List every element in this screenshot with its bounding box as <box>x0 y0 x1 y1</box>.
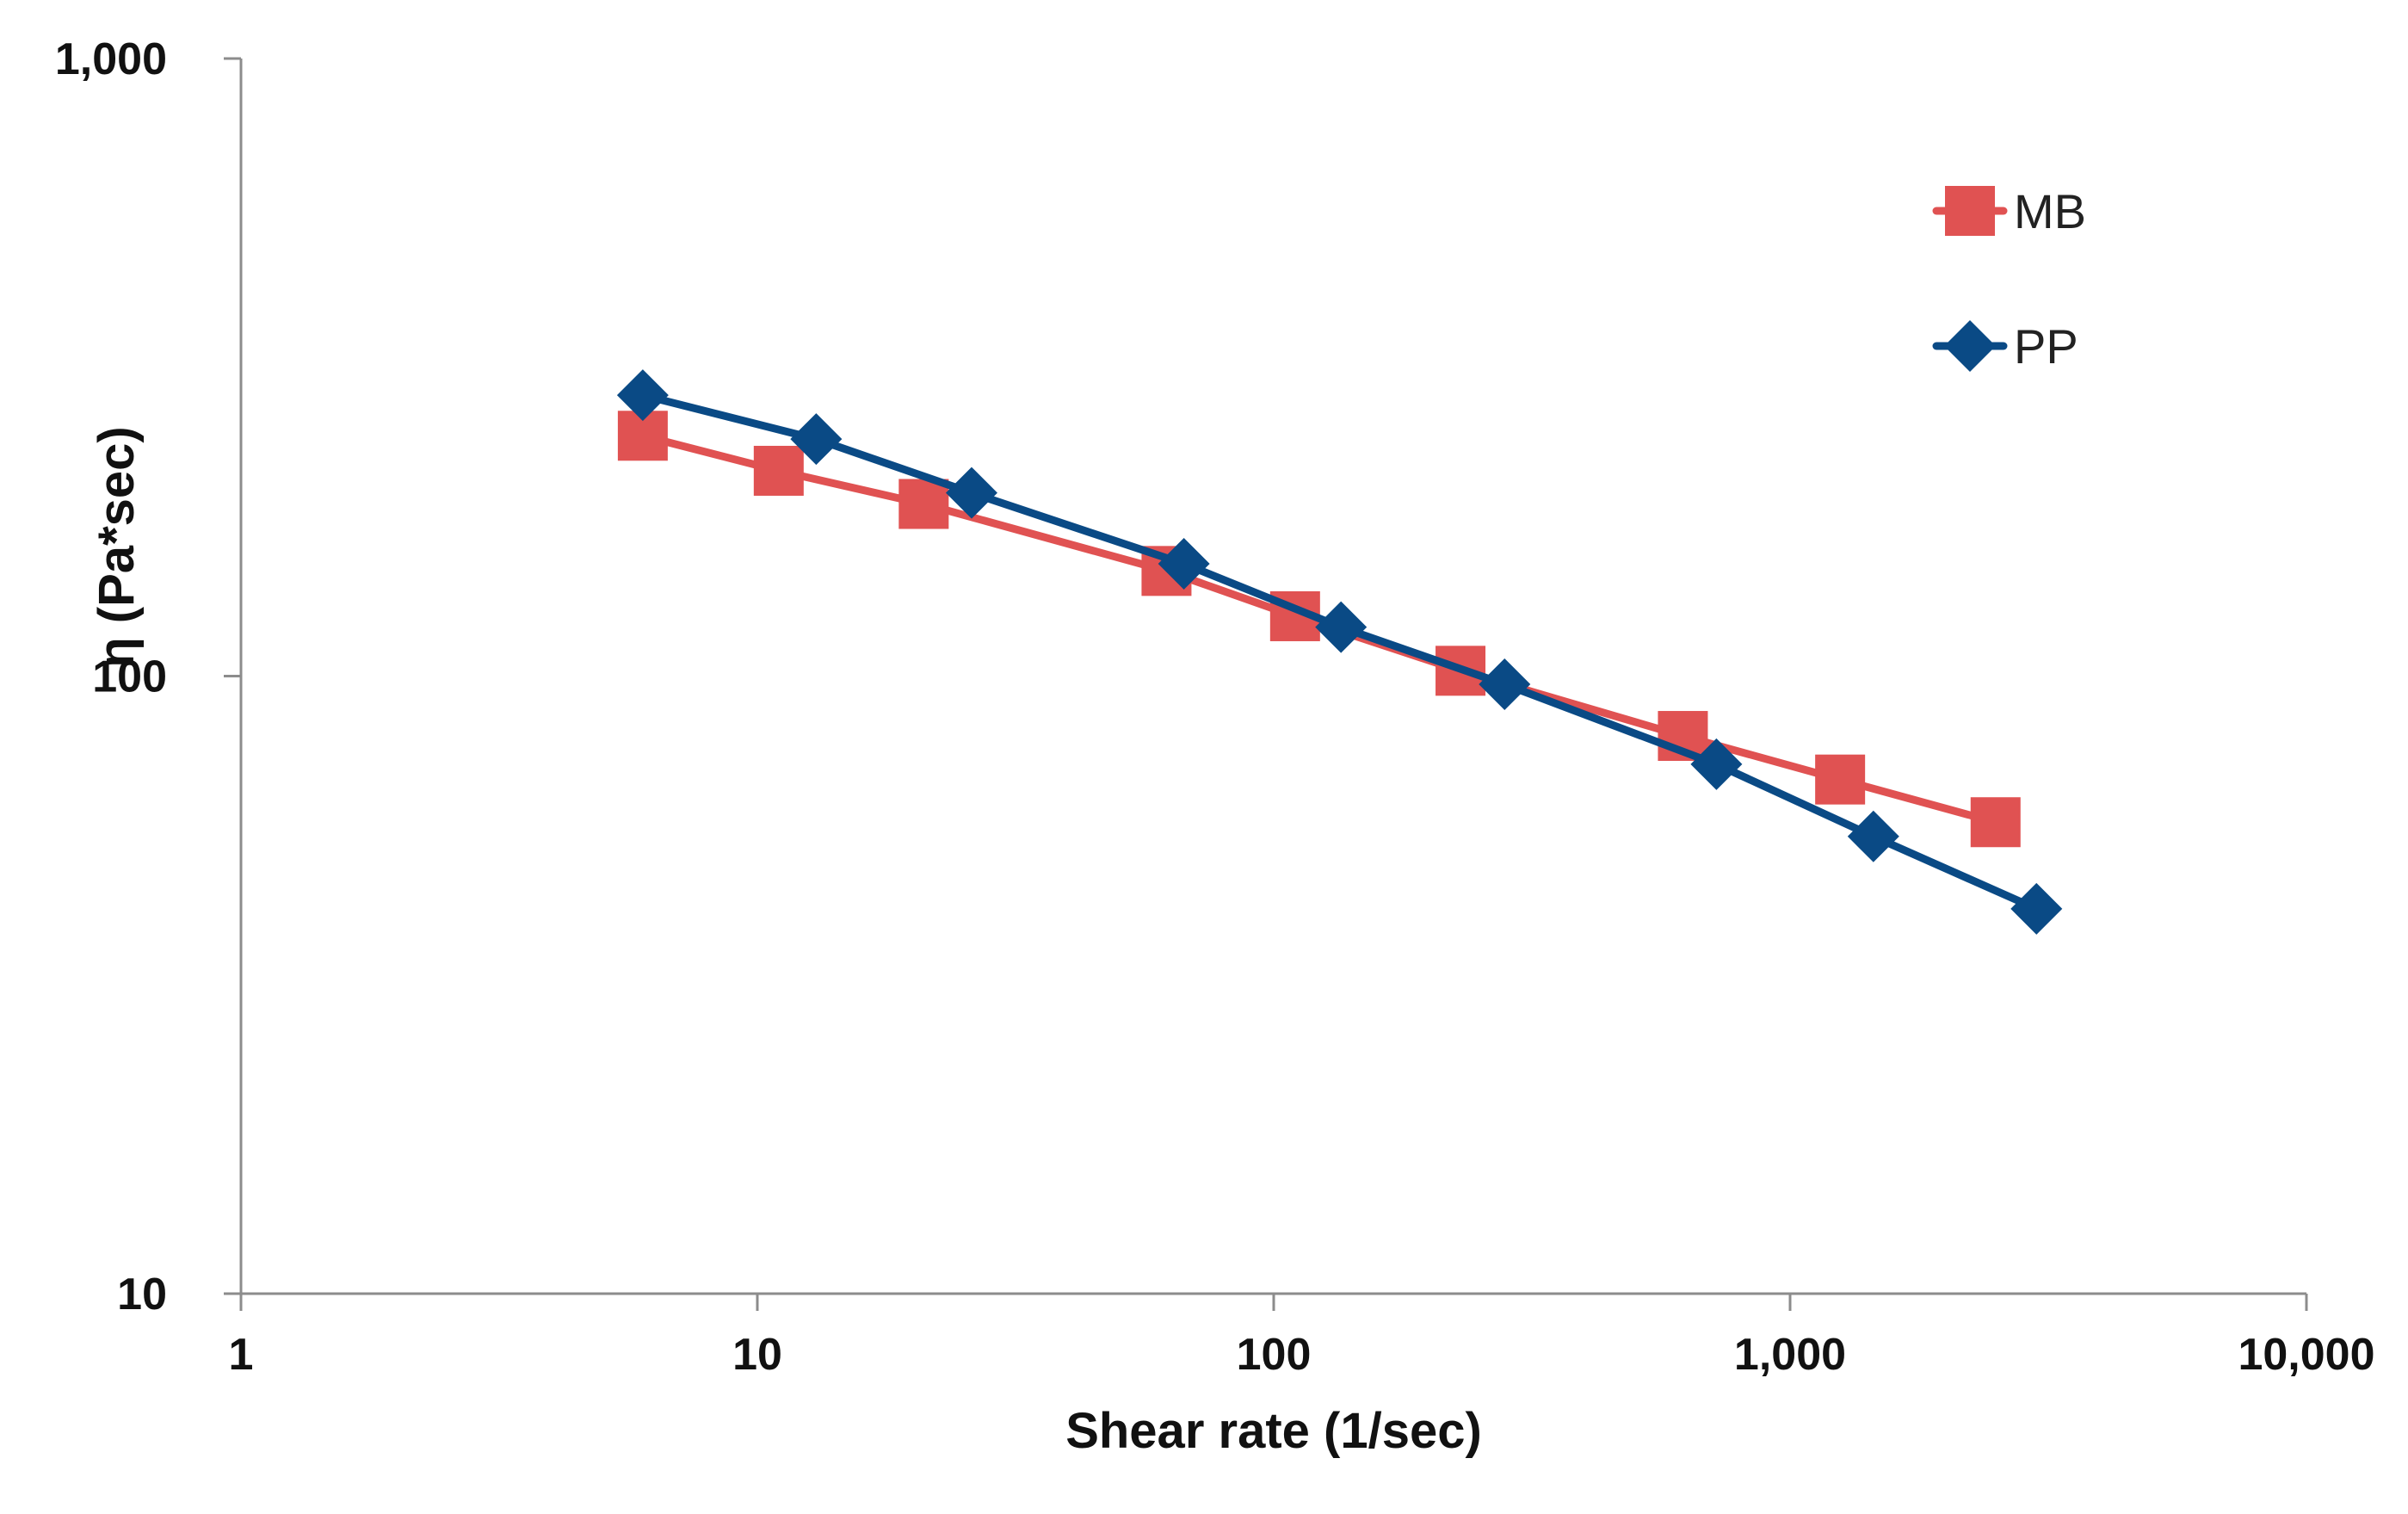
legend-label-pp: PP <box>2014 319 2078 374</box>
y-tick-label: 10 <box>117 1270 167 1319</box>
data-point-mb <box>1815 754 1866 805</box>
x-tick-label: 10,000 <box>2238 1330 2374 1380</box>
legend-label-mb: MB <box>2014 184 2086 238</box>
data-point-pp <box>1158 538 1210 590</box>
data-point-mb <box>753 445 804 496</box>
series-pp <box>616 369 2063 935</box>
x-axis-title: Shear rate (1/sec) <box>1065 1403 1482 1459</box>
y-ticks: 10 100 1,000 <box>55 34 241 1319</box>
y-tick-label: 1,000 <box>55 34 167 84</box>
data-point-pp <box>945 467 997 519</box>
series-line-pp <box>639 391 2041 913</box>
data-point-pp <box>1479 658 1531 710</box>
series-layer <box>616 369 2063 935</box>
axes <box>239 59 2306 1295</box>
y-axis-title: η (Pa*sec) <box>89 426 145 667</box>
legend-marker-mb <box>1945 186 1995 236</box>
data-point-pp <box>616 369 669 422</box>
x-tick-label: 10 <box>732 1330 782 1380</box>
legend-entry-pp: PP <box>1932 319 2078 374</box>
y-tick-label: 100 <box>92 652 167 702</box>
data-point-pp <box>1847 810 1899 862</box>
data-point-mb <box>898 479 949 529</box>
x-tick-label: 1,000 <box>1734 1330 1846 1380</box>
legend-entry-mb: MB <box>1932 184 2086 238</box>
data-point-pp <box>2010 882 2063 935</box>
data-point-mb <box>1970 797 2021 848</box>
data-point-pp <box>1690 738 1743 790</box>
legend-marker-pp <box>1944 320 1996 372</box>
x-tick-label: 100 <box>1237 1330 1312 1380</box>
x-ticks: 1 10 100 1,000 10,000 <box>229 1294 2375 1380</box>
x-tick-label: 1 <box>229 1330 254 1380</box>
legend: MB PP <box>1932 184 2086 374</box>
data-point-pp <box>1315 601 1368 653</box>
data-point-pp <box>790 413 843 466</box>
